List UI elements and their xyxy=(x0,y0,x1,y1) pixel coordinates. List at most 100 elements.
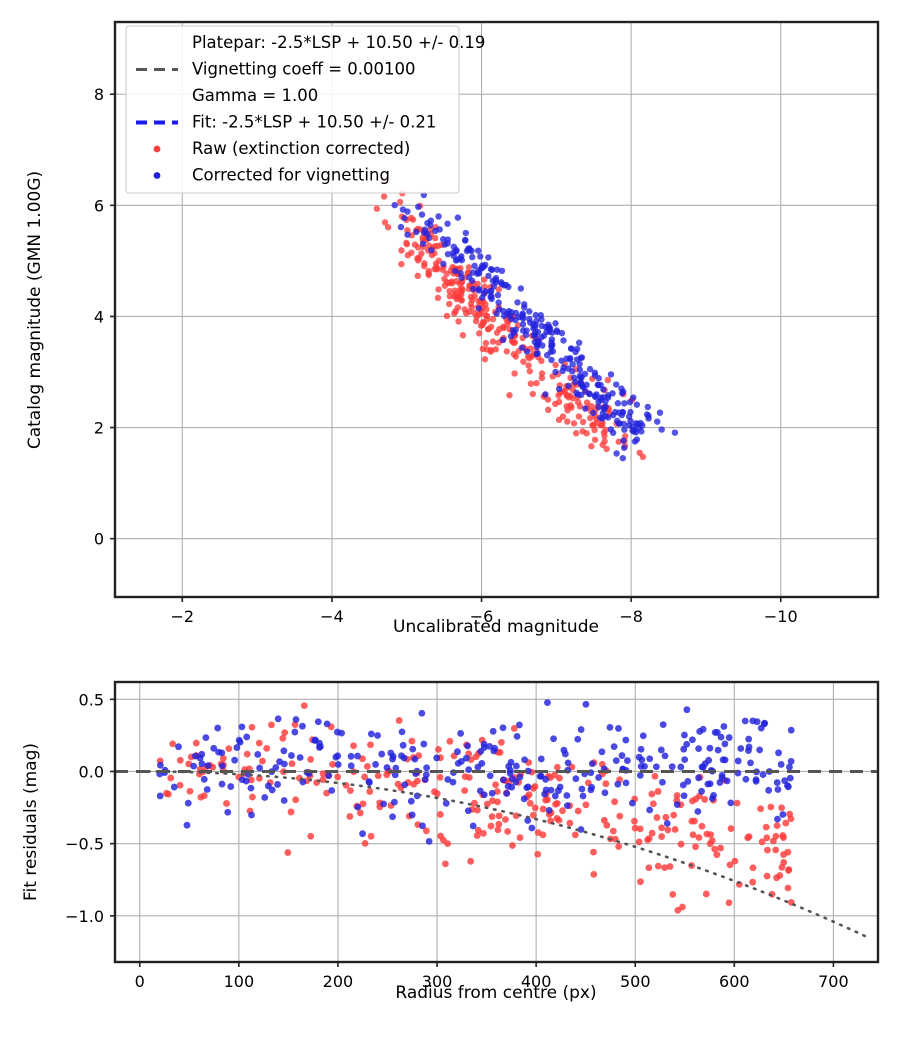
data-point xyxy=(280,797,288,804)
data-point xyxy=(176,756,184,764)
data-point xyxy=(698,822,706,830)
data-point xyxy=(404,231,411,238)
data-point xyxy=(590,409,597,417)
data-point xyxy=(769,837,777,845)
data-point xyxy=(598,748,606,756)
data-point xyxy=(599,441,606,448)
data-point xyxy=(484,316,491,323)
data-point xyxy=(601,789,609,797)
data-point xyxy=(329,760,336,768)
data-point xyxy=(444,250,452,258)
data-point xyxy=(539,831,547,839)
data-point xyxy=(474,826,482,834)
data-point xyxy=(493,788,501,795)
data-point xyxy=(574,807,582,815)
data-point xyxy=(551,792,559,800)
data-point xyxy=(516,773,524,781)
data-point xyxy=(669,891,677,898)
data-point xyxy=(487,347,495,354)
data-point xyxy=(525,791,533,799)
data-point xyxy=(218,762,226,770)
ytick-label: 0.5 xyxy=(79,690,104,709)
data-point xyxy=(247,784,255,792)
data-point xyxy=(637,878,644,886)
data-point xyxy=(648,790,656,798)
data-point xyxy=(542,391,549,398)
data-point xyxy=(408,249,415,256)
data-point xyxy=(456,293,463,301)
data-point xyxy=(443,270,450,277)
data-point xyxy=(523,348,531,355)
data-point xyxy=(465,766,473,773)
legend-raw-marker xyxy=(153,145,161,153)
xtick-label: 200 xyxy=(323,972,354,991)
legend-label: Fit: -2.5*LSP + 10.50 +/- 0.21 xyxy=(192,113,436,132)
data-point xyxy=(389,755,396,763)
legend-label: Raw (extinction corrected) xyxy=(192,139,410,158)
data-point xyxy=(292,796,300,804)
data-point xyxy=(487,293,494,301)
data-point xyxy=(307,832,315,840)
data-point xyxy=(534,850,542,858)
data-point xyxy=(521,756,528,764)
data-point xyxy=(652,763,660,771)
data-point xyxy=(531,804,539,812)
data-point xyxy=(487,288,494,295)
data-point xyxy=(478,264,486,272)
data-point xyxy=(756,746,764,754)
data-point xyxy=(227,783,235,790)
data-point xyxy=(389,813,396,821)
data-point xyxy=(609,390,616,397)
data-point xyxy=(548,329,556,336)
data-point xyxy=(421,260,428,267)
data-point xyxy=(380,193,388,200)
data-point xyxy=(439,236,447,243)
data-point xyxy=(508,315,515,323)
data-point xyxy=(373,205,381,212)
data-point xyxy=(204,762,212,770)
data-point xyxy=(548,356,555,364)
data-point xyxy=(457,269,464,277)
data-point xyxy=(486,772,494,780)
data-point xyxy=(503,348,511,355)
data-point xyxy=(274,715,282,723)
data-point xyxy=(434,294,442,302)
ytick-label: 6 xyxy=(94,196,104,215)
data-point xyxy=(495,812,503,820)
data-point xyxy=(198,760,206,768)
data-point xyxy=(577,374,584,381)
data-point xyxy=(423,764,431,772)
data-point xyxy=(706,780,714,788)
data-point xyxy=(259,757,266,765)
data-point xyxy=(497,738,505,746)
data-point xyxy=(542,786,550,794)
data-point xyxy=(587,414,594,422)
data-point xyxy=(462,754,470,762)
data-point xyxy=(631,817,638,825)
data-point xyxy=(433,754,441,762)
data-point xyxy=(249,793,256,801)
data-point xyxy=(533,379,540,387)
data-point xyxy=(602,412,609,420)
data-point xyxy=(518,344,526,351)
xtick-label: −6 xyxy=(470,607,494,626)
data-point xyxy=(757,805,764,813)
data-point xyxy=(612,757,620,765)
data-point xyxy=(568,345,575,352)
data-point xyxy=(533,317,540,325)
data-point xyxy=(215,748,222,756)
data-point xyxy=(521,301,528,308)
data-point xyxy=(496,749,504,756)
data-point xyxy=(471,799,478,807)
data-point xyxy=(632,429,640,436)
data-point xyxy=(512,326,519,333)
data-point xyxy=(708,795,716,802)
legend: Platepar: -2.5*LSP + 10.50 +/- 0.19 Vigne… xyxy=(125,25,485,194)
data-point xyxy=(576,366,584,373)
data-point xyxy=(347,787,354,795)
data-point xyxy=(465,264,473,271)
scatter-series xyxy=(156,699,795,845)
data-point xyxy=(485,272,492,280)
data-point xyxy=(654,862,662,870)
